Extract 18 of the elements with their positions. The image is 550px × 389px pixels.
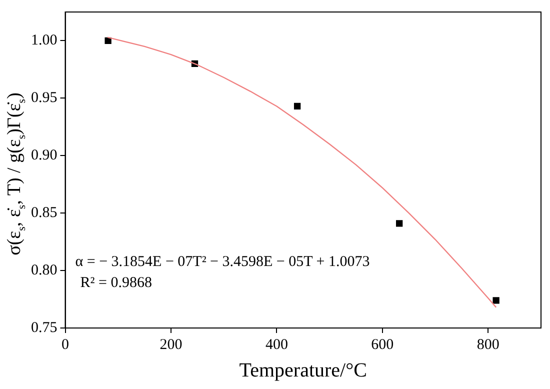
y-tick-label: 0.80 xyxy=(31,262,58,278)
point xyxy=(492,297,500,304)
y-tick-label: 1.00 xyxy=(31,32,58,49)
x-tick-label: 0 xyxy=(62,336,69,353)
point xyxy=(294,102,301,110)
y-tick-label: 0.90 xyxy=(31,148,58,164)
x-tick-label: 400 xyxy=(265,336,288,353)
annotation: α = − 3.1854E − 07T² − 3.4598E − 05T + 1.0073 xyxy=(75,254,370,270)
y-tick-label: 0.85 xyxy=(31,205,58,222)
point xyxy=(104,37,112,44)
point xyxy=(396,220,403,227)
x-tick-label: 200 xyxy=(160,336,182,353)
x-tick-label: 800 xyxy=(476,336,500,353)
annotation: R² = 0.9868 xyxy=(80,275,152,291)
x-axis-title: Temperature/°C xyxy=(239,359,367,382)
y-tick-label: 0.95 xyxy=(31,90,58,106)
x-tick-label: 600 xyxy=(371,336,394,353)
y-tick-label: 0.75 xyxy=(31,320,58,336)
